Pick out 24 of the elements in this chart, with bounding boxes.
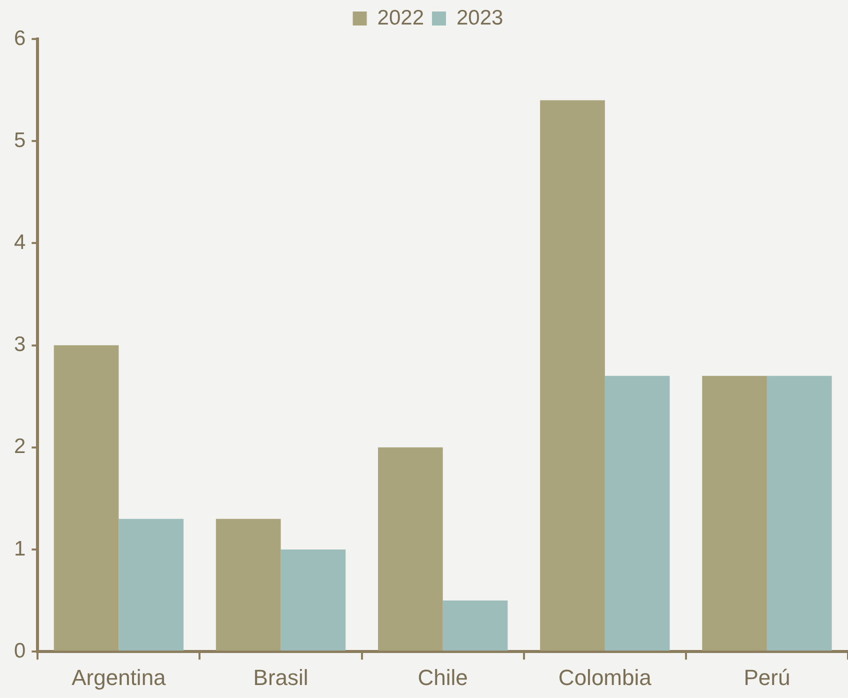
x-tick-label: Perú xyxy=(744,664,790,690)
bar xyxy=(378,447,443,651)
bar xyxy=(54,345,119,651)
y-tick-label: 3 xyxy=(14,333,26,356)
bar xyxy=(280,550,346,651)
y-tick-label: 0 xyxy=(14,639,26,662)
y-tick-label: 1 xyxy=(14,537,26,560)
bar xyxy=(442,600,508,651)
bar xyxy=(118,518,184,651)
y-tick-label: 2 xyxy=(14,435,26,458)
x-tick-label: Brasil xyxy=(253,664,308,690)
bar xyxy=(604,376,670,651)
x-tick-label: Colombia xyxy=(558,664,652,690)
x-tick-label: Chile xyxy=(418,664,468,690)
legend-label: 2023 xyxy=(456,6,504,30)
y-tick-label: 6 xyxy=(14,26,26,50)
x-tick-label: Argentina xyxy=(72,664,167,690)
bar xyxy=(702,376,767,651)
bar xyxy=(766,376,832,651)
bar xyxy=(216,518,281,651)
bar xyxy=(540,100,605,651)
y-tick-label: 4 xyxy=(14,230,26,254)
y-tick-label: 5 xyxy=(14,128,26,152)
legend-label: 2022 xyxy=(377,6,424,30)
